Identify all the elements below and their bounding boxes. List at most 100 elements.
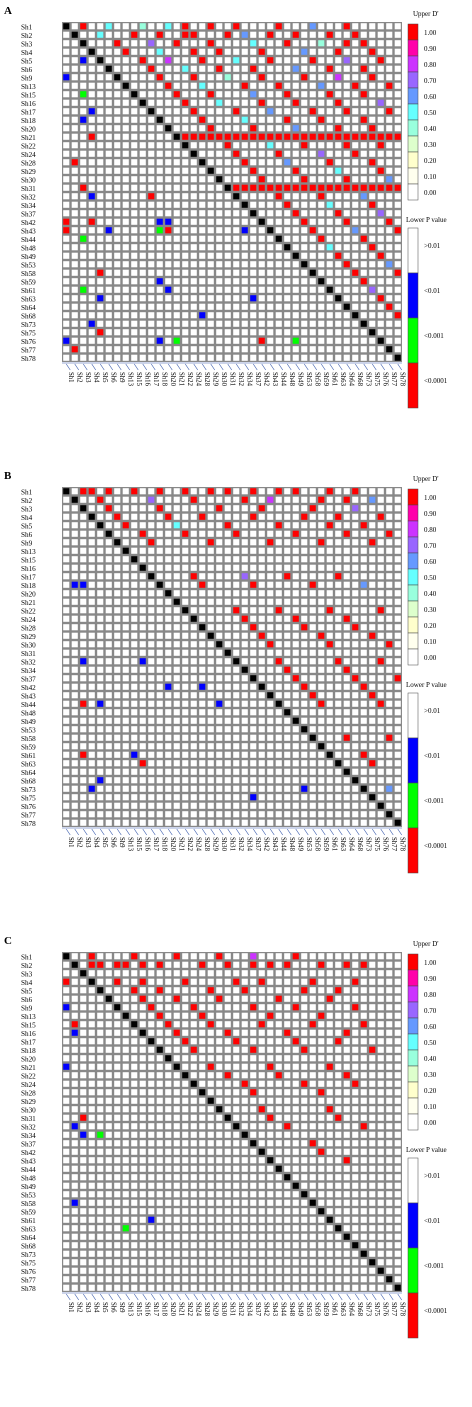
cell	[310, 168, 316, 174]
cell	[63, 83, 69, 89]
cell	[140, 650, 146, 656]
cell	[335, 23, 341, 29]
cell	[106, 270, 112, 276]
cell	[318, 253, 324, 259]
cell	[267, 667, 273, 673]
diagonal-cell	[352, 777, 358, 783]
upper-d-cell	[301, 134, 307, 140]
upper-d-cell	[157, 505, 163, 511]
diagonal-cell	[89, 979, 95, 985]
column-tick	[66, 829, 70, 835]
upper-d-cell	[327, 134, 333, 140]
cell	[259, 304, 265, 310]
cell	[131, 1149, 137, 1155]
cell	[89, 91, 95, 97]
upper-d-cell	[191, 108, 197, 114]
diagonal-cell	[259, 1149, 265, 1155]
cell	[378, 539, 384, 545]
column-tick	[296, 364, 300, 370]
cell	[250, 159, 256, 165]
column-label: Sh34	[245, 372, 252, 387]
cell	[284, 176, 290, 182]
cell	[301, 83, 307, 89]
cell	[148, 1047, 154, 1053]
cell	[310, 66, 316, 72]
cell	[157, 1242, 163, 1248]
cell	[318, 599, 324, 605]
cell	[208, 304, 214, 310]
cell	[97, 1038, 103, 1044]
cell	[174, 709, 180, 715]
cell	[284, 32, 290, 38]
cell	[293, 142, 299, 148]
cell	[106, 100, 112, 106]
upper-d-cell	[191, 1047, 197, 1053]
cell	[225, 735, 231, 741]
cell	[284, 786, 290, 792]
cell	[72, 321, 78, 327]
cell	[284, 227, 290, 233]
cell	[140, 667, 146, 673]
cell	[352, 159, 358, 165]
cell	[344, 684, 350, 690]
upper-d-cell	[335, 168, 341, 174]
cell	[310, 743, 316, 749]
cell	[284, 270, 290, 276]
upper-d-cell	[361, 117, 367, 123]
cell	[233, 125, 239, 131]
cell	[63, 185, 69, 191]
diagonal-cell	[242, 202, 248, 208]
cell	[165, 658, 171, 664]
cell	[369, 573, 375, 579]
upper-legend-label: 0.60	[424, 558, 437, 566]
cell	[378, 176, 384, 182]
row-label: Sh42	[21, 219, 36, 227]
cell	[97, 1098, 103, 1104]
cell	[89, 236, 95, 242]
cell	[293, 159, 299, 165]
cell	[395, 1166, 401, 1172]
column-tick	[194, 364, 198, 370]
cell	[250, 261, 256, 267]
column-label: Sh4	[92, 837, 99, 848]
cell	[114, 295, 120, 301]
cell	[174, 1004, 180, 1010]
cell	[148, 1030, 154, 1036]
cell	[310, 573, 316, 579]
lower-p-cell	[165, 287, 171, 293]
cell	[114, 599, 120, 605]
cell	[157, 1106, 163, 1112]
cell	[369, 253, 375, 259]
cell	[72, 556, 78, 562]
cell	[97, 1081, 103, 1087]
cell	[335, 641, 341, 647]
cell	[131, 159, 137, 165]
cell	[267, 582, 273, 588]
cell	[182, 253, 188, 259]
cell	[157, 1183, 163, 1189]
cell	[293, 1242, 299, 1248]
cell	[233, 777, 239, 783]
cell	[157, 718, 163, 724]
cell	[123, 599, 129, 605]
cell	[242, 953, 248, 959]
cell	[293, 151, 299, 157]
upper-d-cell	[395, 134, 401, 140]
cell	[140, 1242, 146, 1248]
column-tick	[117, 829, 121, 835]
cell	[335, 1140, 341, 1146]
cell	[386, 953, 392, 959]
cell	[157, 1098, 163, 1104]
cell	[80, 616, 86, 622]
cell	[80, 803, 86, 809]
cell	[123, 176, 129, 182]
cell	[250, 1030, 256, 1036]
cell	[123, 1021, 129, 1027]
upper-d-cell	[284, 185, 290, 191]
lower-p-cell	[80, 236, 86, 242]
cell	[378, 1251, 384, 1257]
upper-d-cell	[157, 49, 163, 55]
cell	[284, 970, 290, 976]
column-tick	[168, 364, 172, 370]
cell	[259, 287, 265, 293]
